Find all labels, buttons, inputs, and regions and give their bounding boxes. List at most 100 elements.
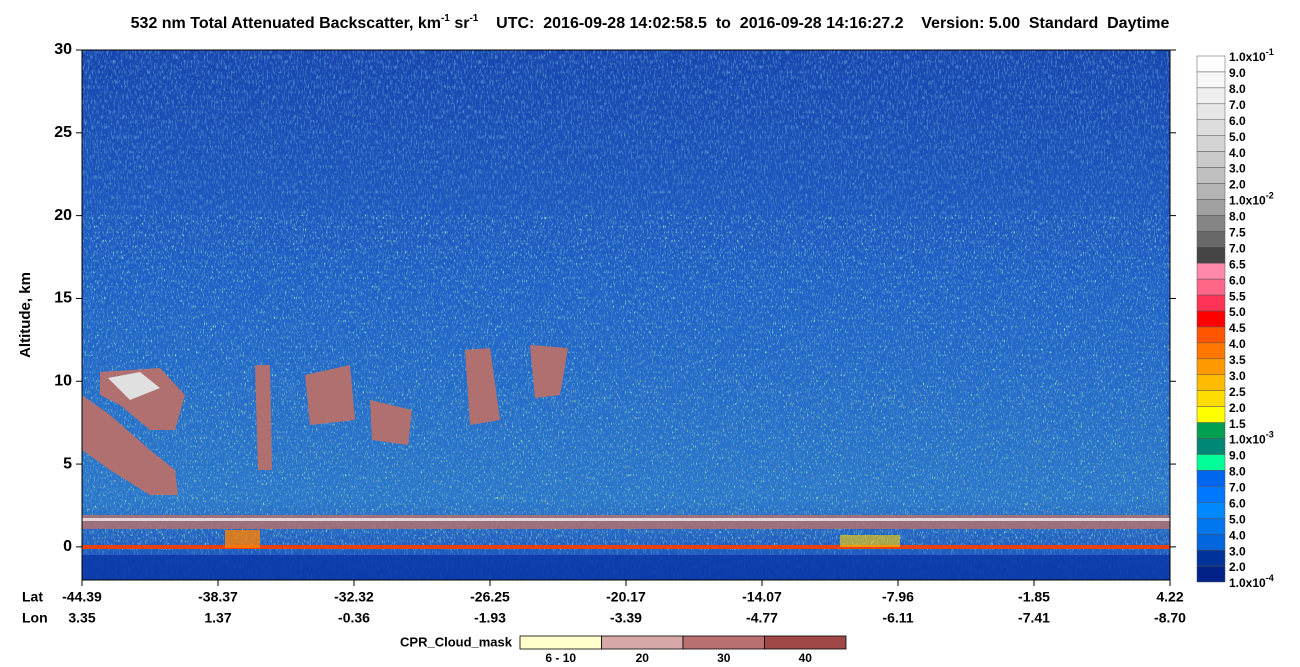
colorbar-label: 7.0	[1229, 98, 1246, 112]
colorbar-label: 3.5	[1229, 353, 1246, 367]
cloud-mask-title: CPR_Cloud_mask	[400, 634, 513, 649]
colorbar-swatch	[1196, 71, 1226, 89]
x-tick-label: -14.07	[742, 589, 782, 605]
x-tick-label: -1.93	[474, 610, 506, 626]
colorbar-swatch	[1196, 103, 1226, 121]
title-part: 532 nm Total Attenuated Backscatter, km	[131, 15, 441, 32]
cloud-mask-swatch	[764, 635, 847, 650]
colorbar-label: 6.0	[1229, 273, 1246, 287]
colorbar-swatch	[1196, 326, 1226, 344]
x-row-name: Lat	[22, 589, 43, 605]
colorbar-label-exponent: -1	[1266, 47, 1274, 57]
x-tick-label: -3.39	[610, 610, 642, 626]
colorbar-label: 4.0	[1229, 337, 1246, 351]
colorbar-label: 4.5	[1229, 321, 1246, 335]
x-tick-label: -4.77	[746, 610, 778, 626]
y-tick-label: 20	[54, 207, 72, 224]
cloud-mask-swatch	[519, 635, 602, 650]
colorbar-label: 1.0x10-3	[1229, 430, 1274, 447]
y-tick-label: 25	[54, 124, 72, 141]
colorbar-label-base: 1.0x10	[1229, 576, 1266, 590]
x-tick-label: -32.32	[334, 589, 374, 605]
colorbar-swatch	[1196, 87, 1226, 105]
x-tick-label: -7.41	[1018, 610, 1050, 626]
colorbar-swatch	[1196, 406, 1226, 423]
colorbar-label: 9.0	[1229, 66, 1246, 80]
x-tick-label: 1.37	[204, 610, 231, 626]
x-tick-label: -7.96	[882, 589, 914, 605]
colorbar-swatch	[1196, 454, 1226, 471]
colorbar-swatch	[1196, 278, 1226, 296]
colorbar-swatch	[1196, 199, 1226, 216]
colorbar-swatch	[1196, 310, 1226, 328]
title-part: UTC: 2016-09-28 14:02:58.5 to 2016-09-28…	[478, 15, 1169, 32]
colorbar-label: 5.0	[1229, 512, 1246, 526]
cloud-mask-label: 6 - 10	[545, 651, 576, 665]
colorbar-swatch	[1196, 517, 1226, 535]
y-tick-label: 5	[63, 455, 72, 472]
colorbar-label-base: 1.0x10	[1229, 50, 1266, 64]
colorbar-label: 4.0	[1229, 528, 1246, 542]
colorbar-label: 1.0x10-2	[1229, 191, 1274, 208]
y-tick-label: 0	[63, 538, 72, 555]
colorbar-label: 5.0	[1229, 305, 1246, 319]
colorbar-label: 6.0	[1229, 114, 1246, 128]
colorbar-swatch	[1196, 374, 1226, 391]
colorbar-swatch	[1196, 422, 1226, 439]
colorbar-swatch	[1196, 215, 1226, 232]
colorbar-label: 1.0x10-4	[1229, 573, 1274, 590]
colorbar-label: 3.0	[1229, 162, 1246, 176]
colorbar-label: 8.0	[1229, 465, 1246, 479]
y-tick-label: 30	[54, 41, 72, 58]
colorbar-swatch	[1196, 55, 1226, 73]
colorbar-label: 7.5	[1229, 226, 1246, 240]
colorbar-swatch	[1196, 565, 1226, 583]
colorbar-label: 6.0	[1229, 496, 1246, 510]
x-tick-label: -44.39	[62, 589, 102, 605]
title-part: sr	[450, 15, 470, 32]
colorbar-swatch	[1196, 262, 1226, 280]
cloud-mask-label: 20	[636, 651, 650, 665]
colorbar-label-exponent: -4	[1266, 573, 1274, 583]
colorbar-swatch	[1196, 119, 1226, 136]
colorbar-label: 5.0	[1229, 130, 1246, 144]
colorbar-label: 9.0	[1229, 449, 1246, 463]
colorbar-label: 7.0	[1229, 481, 1246, 495]
y-tick-label: 10	[54, 372, 72, 389]
colorbar-label: 4.0	[1229, 146, 1246, 160]
colorbar-swatch	[1196, 342, 1226, 360]
x-tick-label: -20.17	[606, 589, 646, 605]
colorbar-label: 2.0	[1229, 560, 1246, 574]
x-tick-label: -1.85	[1018, 589, 1050, 605]
x-row-name: Lon	[22, 610, 48, 626]
colorbar-swatch	[1196, 438, 1226, 455]
colorbar-label: 3.0	[1229, 544, 1246, 558]
colorbar-label: 2.5	[1229, 385, 1246, 399]
colorbar-label: 6.5	[1229, 257, 1246, 271]
colorbar-swatch	[1196, 470, 1226, 487]
x-tick-label: -26.25	[470, 589, 510, 605]
y-axis-label: Altitude, km	[17, 272, 34, 358]
cloud-mask-label: 30	[717, 651, 731, 665]
colorbar-label: 2.0	[1229, 178, 1246, 192]
colorbar-label: 7.0	[1229, 241, 1246, 255]
colorbar-label-base: 1.0x10	[1229, 433, 1266, 447]
x-tick-label: -38.37	[198, 589, 238, 605]
title-superscript: -1	[469, 13, 478, 24]
colorbar-label-exponent: -3	[1266, 430, 1274, 440]
colorbar-label-exponent: -2	[1266, 191, 1274, 201]
colorbar-swatch	[1196, 533, 1226, 551]
x-tick-label: -8.70	[1154, 610, 1186, 626]
curtain-image	[82, 50, 1170, 580]
colorbar-label: 5.5	[1229, 289, 1246, 303]
colorbar-swatch	[1196, 151, 1226, 168]
x-tick-label: -0.36	[338, 610, 370, 626]
colorbar-swatch	[1196, 390, 1226, 407]
colorbar-label: 1.0x10-1	[1229, 47, 1274, 64]
colorbar-swatch	[1196, 549, 1226, 567]
cloud-mask-swatch	[682, 635, 765, 650]
colorbar-swatch	[1196, 247, 1226, 264]
x-tick-label: 4.22	[1156, 589, 1183, 605]
chart-title: 532 nm Total Attenuated Backscatter, km -…	[131, 13, 1170, 32]
x-tick-label: 3.35	[68, 610, 95, 626]
